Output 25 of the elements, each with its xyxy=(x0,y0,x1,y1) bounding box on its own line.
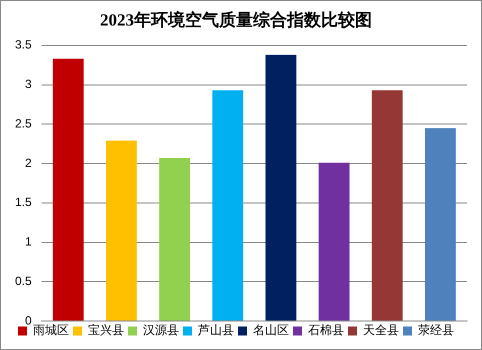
legend-label: 芦山县 xyxy=(198,323,234,338)
bar xyxy=(266,54,296,320)
bar xyxy=(159,158,190,320)
bar xyxy=(318,162,350,320)
y-tick-label: 2 xyxy=(24,156,32,170)
chart-title: 2023年环境空气质量综合指数比较图 xyxy=(100,10,372,30)
bar xyxy=(212,90,244,320)
y-tick-label: 0.5 xyxy=(14,274,32,288)
legend-label: 石棉县 xyxy=(308,323,344,338)
bar xyxy=(372,90,403,320)
legend-label: 荥经县 xyxy=(418,323,454,338)
y-tick-label: 3.5 xyxy=(14,38,32,52)
legend-label: 名山区 xyxy=(253,323,289,338)
legend-label: 宝兴县 xyxy=(88,323,124,338)
legend-label: 雨城区 xyxy=(33,323,69,338)
y-tick-label: 1.5 xyxy=(14,195,32,210)
legend-label: 汉源县 xyxy=(143,323,179,338)
bar xyxy=(52,58,84,320)
y-tick-label: 2.5 xyxy=(14,116,32,130)
bar xyxy=(106,140,137,320)
y-tick-label: 0 xyxy=(24,313,32,328)
y-tick-label: 3 xyxy=(24,77,32,92)
y-tick-label: 1 xyxy=(24,234,32,249)
bar xyxy=(425,128,456,320)
legend-label: 天全县 xyxy=(363,323,399,338)
